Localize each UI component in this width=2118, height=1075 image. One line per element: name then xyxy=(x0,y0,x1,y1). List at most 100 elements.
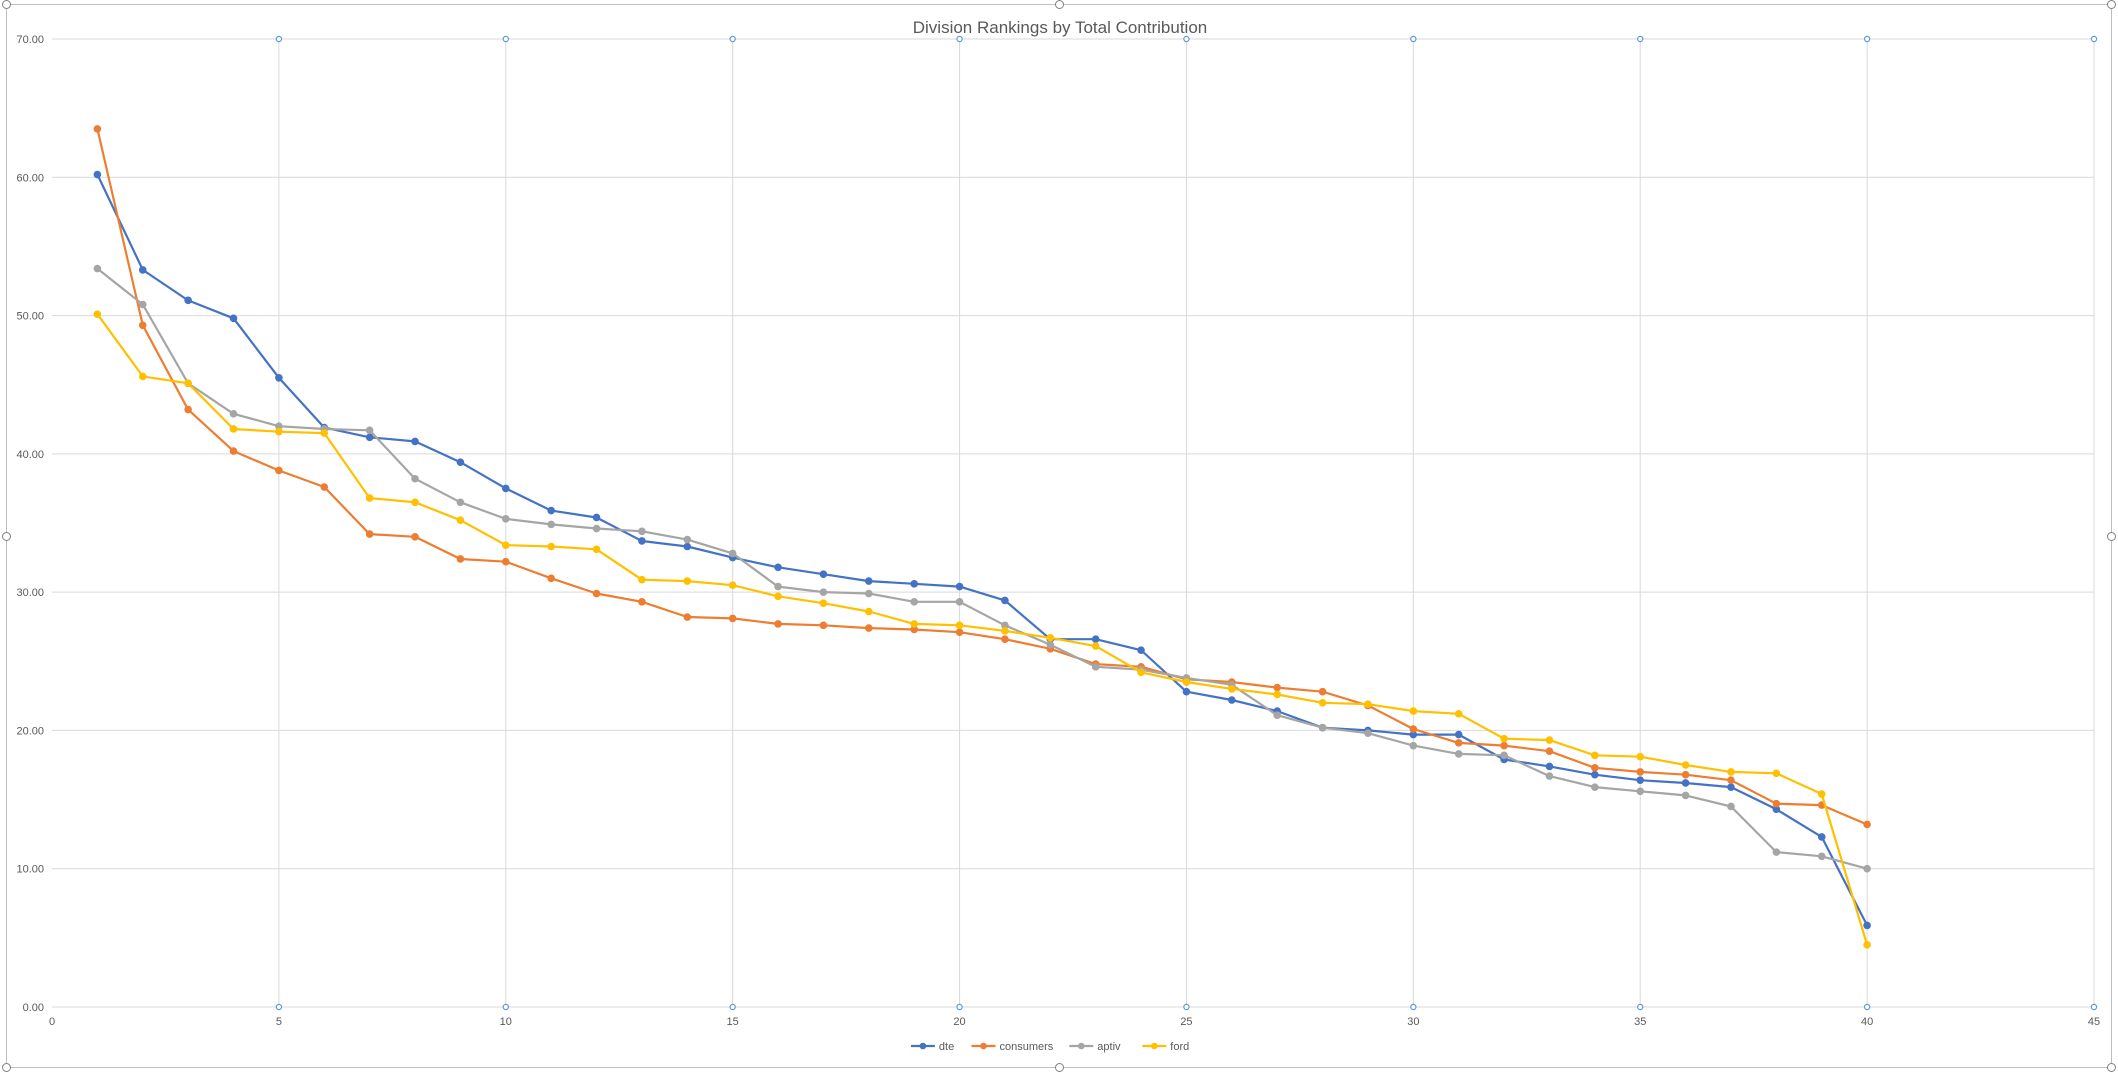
data-point-dte xyxy=(865,577,873,585)
data-point-aptiv xyxy=(365,426,374,435)
legend-label: consumers xyxy=(1000,1041,1054,1053)
resize-handle-top-right[interactable] xyxy=(2107,0,2116,9)
data-point-dte xyxy=(774,563,782,572)
data-point-aptiv xyxy=(1364,729,1372,737)
chart-title: Division Rankings by Total Contribution xyxy=(913,18,1208,37)
legend-label: dte xyxy=(939,1041,954,1053)
data-point-aptiv xyxy=(1318,723,1327,732)
data-point-dte xyxy=(1681,779,1690,787)
data-point-ford xyxy=(1727,768,1735,776)
data-point-ford xyxy=(1454,710,1463,718)
data-point-ford xyxy=(1863,940,1871,949)
data-point-ford xyxy=(1681,761,1690,769)
series-consumers xyxy=(93,125,1871,829)
data-point-aptiv xyxy=(1273,711,1281,720)
data-point-aptiv xyxy=(774,582,782,591)
x-tick-label: 5 xyxy=(276,1016,282,1028)
axis-marker xyxy=(956,1003,963,1011)
data-point-ford xyxy=(592,545,601,554)
legend-item-consumers[interactable]: consumers xyxy=(971,1041,1054,1053)
series-ford xyxy=(93,310,1871,949)
data-point-consumers xyxy=(1681,770,1690,779)
axis-marker xyxy=(2090,35,2098,43)
y-tick-label: 0.00 xyxy=(23,1002,44,1014)
axis-marker xyxy=(502,35,509,43)
data-point-ford xyxy=(547,542,555,551)
data-point-dte xyxy=(184,296,192,305)
resize-handle-middle-right[interactable] xyxy=(2107,532,2116,541)
resize-handle-top-left[interactable] xyxy=(2,0,11,9)
series-aptiv xyxy=(93,264,1871,873)
x-tick-label: 40 xyxy=(1861,1016,1873,1028)
axis-marker xyxy=(956,35,963,43)
data-point-consumers xyxy=(320,483,329,491)
resize-handle-bottom-center[interactable] xyxy=(1055,1063,1064,1072)
data-point-consumers xyxy=(955,628,964,637)
data-point-consumers xyxy=(1001,635,1009,643)
legend-item-aptiv[interactable]: aptiv xyxy=(1069,1041,1121,1053)
resize-handle-bottom-left[interactable] xyxy=(2,1063,11,1072)
axis-marker xyxy=(1863,35,1871,43)
data-point-aptiv xyxy=(1454,750,1463,758)
data-point-ford xyxy=(774,592,782,601)
data-point-ford xyxy=(1772,769,1781,778)
data-point-consumers xyxy=(1591,763,1599,772)
data-point-aptiv xyxy=(1409,741,1418,750)
data-point-ford xyxy=(365,494,374,502)
data-point-consumers xyxy=(138,321,147,330)
data-point-consumers xyxy=(411,533,419,541)
data-point-aptiv xyxy=(456,498,465,507)
data-point-dte xyxy=(1545,762,1554,771)
data-point-dte xyxy=(1863,921,1871,930)
data-point-dte xyxy=(1636,776,1645,785)
axis-marker xyxy=(1863,1003,1871,1011)
data-point-aptiv xyxy=(592,524,601,533)
data-point-consumers xyxy=(592,589,601,598)
data-point-aptiv xyxy=(547,520,555,529)
series-line-dte xyxy=(96,174,1869,926)
data-point-consumers xyxy=(1318,687,1327,696)
data-point-ford xyxy=(1500,734,1508,743)
data-point-aptiv xyxy=(229,409,238,418)
resize-handle-middle-left[interactable] xyxy=(2,532,11,541)
legend-item-ford[interactable]: ford xyxy=(1142,1041,1189,1053)
data-point-ford xyxy=(819,599,828,608)
axis-marker xyxy=(1410,1003,1417,1011)
data-point-ford xyxy=(955,621,964,630)
resize-handle-bottom-right[interactable] xyxy=(2107,1063,2116,1072)
data-point-ford xyxy=(1091,642,1100,650)
resize-handle-top-center[interactable] xyxy=(1055,0,1064,9)
data-point-ford xyxy=(728,581,737,590)
data-point-dte xyxy=(93,170,102,179)
axis-marker xyxy=(275,35,283,43)
legend-item-dte[interactable]: dte xyxy=(910,1041,954,1053)
x-tick-label: 35 xyxy=(1634,1016,1646,1028)
data-point-aptiv xyxy=(93,264,102,273)
data-point-dte xyxy=(910,580,918,588)
legend-label: aptiv xyxy=(1097,1041,1121,1053)
data-point-dte xyxy=(1182,687,1191,696)
y-tick-label: 50.00 xyxy=(16,311,44,323)
data-point-dte xyxy=(547,506,555,515)
legend-swatch-marker xyxy=(919,1042,927,1050)
y-tick-label: 10.00 xyxy=(16,864,44,876)
y-tick-label: 40.00 xyxy=(16,449,44,461)
axis-marker xyxy=(1410,35,1417,43)
axis-selection-markers xyxy=(275,35,2098,1011)
data-point-aptiv xyxy=(1817,852,1826,861)
axis-marker xyxy=(1183,35,1190,43)
data-point-consumers xyxy=(638,598,646,606)
data-point-ford xyxy=(1591,751,1599,760)
x-tick-label: 15 xyxy=(727,1016,739,1028)
legend[interactable]: dte consumers aptiv ford xyxy=(910,1041,1189,1053)
axis-marker xyxy=(2090,1003,2098,1011)
line-chart: Division Rankings by Total Contribution … xyxy=(16,18,2100,1053)
data-point-consumers xyxy=(456,555,465,563)
data-point-aptiv xyxy=(1500,751,1508,760)
data-point-dte xyxy=(229,314,238,323)
data-point-consumers xyxy=(229,447,238,455)
data-point-dte xyxy=(1137,646,1145,655)
data-point-aptiv xyxy=(1727,802,1735,811)
data-point-consumers xyxy=(365,530,374,538)
